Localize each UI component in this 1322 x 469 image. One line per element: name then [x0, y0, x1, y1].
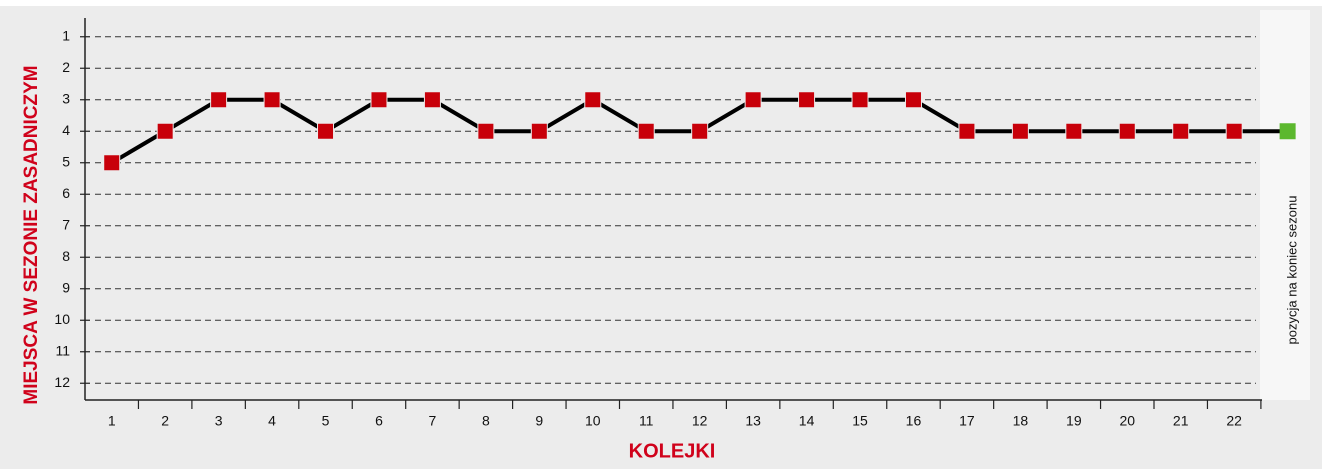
point: [1225, 122, 1243, 140]
y-tick-label: 3: [62, 90, 70, 106]
x-tick-label: 11: [639, 413, 654, 429]
x-tick-label: 10: [585, 413, 601, 429]
x-tick-label: 3: [215, 413, 223, 429]
final-label: pozycja na koniec sezonu: [1284, 196, 1299, 345]
y-tick-label: 10: [54, 311, 70, 327]
point: [317, 122, 335, 140]
point: [904, 91, 922, 109]
x-tick-label: 9: [535, 413, 543, 429]
y-tick-label: 5: [62, 153, 70, 169]
y-axis-title: MIEJSCA W SEZONIE ZASADNICZYM: [21, 65, 42, 404]
point: [1065, 122, 1083, 140]
final-column: [1260, 10, 1310, 400]
point: [691, 122, 709, 140]
x-tick-label: 15: [852, 413, 868, 429]
point: [637, 122, 655, 140]
point: [744, 91, 762, 109]
x-tick-label: 22: [1226, 413, 1242, 429]
x-tick-label: 2: [161, 413, 169, 429]
y-tick-label: 8: [62, 248, 70, 264]
x-tick-label: 4: [268, 413, 276, 429]
top-strip: [0, 0, 1322, 6]
point: [1118, 122, 1136, 140]
point: [210, 91, 228, 109]
point: [851, 91, 869, 109]
y-tick-label: 1: [62, 27, 70, 43]
point: [103, 154, 121, 172]
point: [584, 91, 602, 109]
x-tick-label: 21: [1173, 413, 1189, 429]
point: [798, 91, 816, 109]
y-tick-label: 11: [55, 342, 70, 358]
x-tick-label: 13: [745, 413, 761, 429]
x-tick-label: 20: [1119, 413, 1135, 429]
x-tick-label: 6: [375, 413, 383, 429]
x-tick-label: 19: [1066, 413, 1082, 429]
y-tick-label: 2: [62, 59, 70, 75]
x-tick-label: 1: [108, 413, 116, 429]
y-tick-label: 7: [62, 216, 70, 232]
point: [477, 122, 495, 140]
point: [156, 122, 174, 140]
point: [1172, 122, 1190, 140]
x-tick-label: 12: [692, 413, 708, 429]
point: [1011, 122, 1029, 140]
x-tick-label: 17: [959, 413, 975, 429]
y-tick-label: 6: [62, 185, 70, 201]
point: [423, 91, 441, 109]
x-tick-label: 14: [799, 413, 815, 429]
point: [263, 91, 281, 109]
x-tick-label: 8: [482, 413, 490, 429]
x-tick-label: 18: [1013, 413, 1029, 429]
point: [370, 91, 388, 109]
y-tick-label: 4: [62, 122, 70, 138]
x-tick-label: 7: [429, 413, 437, 429]
x-tick-label: 5: [322, 413, 330, 429]
y-tick-label: 12: [54, 374, 70, 390]
point: [958, 122, 976, 140]
y-tick-label: 9: [62, 279, 70, 295]
x-axis-title: KOLEJKI: [629, 440, 716, 462]
final-point: [1279, 123, 1296, 140]
x-tick-label: 16: [906, 413, 922, 429]
point: [530, 122, 548, 140]
